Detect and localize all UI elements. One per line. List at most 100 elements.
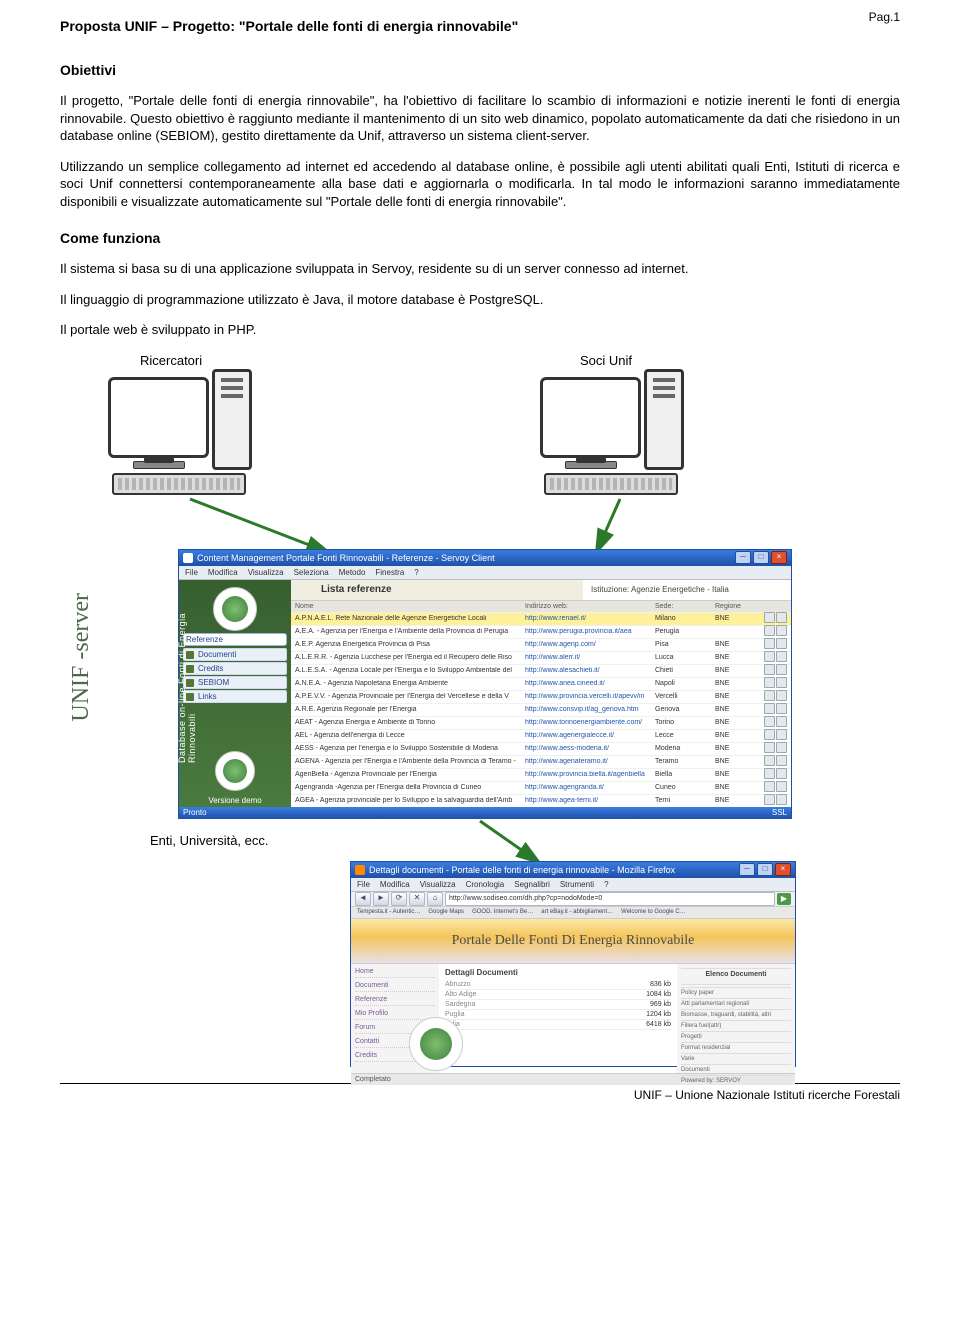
portal-content: Dettagli Documenti Abruzzo836 kbAlto Adi…	[439, 964, 677, 1073]
sidebar-item[interactable]: Credits	[183, 662, 287, 675]
menu-item[interactable]: Strumenti	[560, 880, 594, 889]
architecture-diagram: Ricercatori Soci Unif UNIF -server	[60, 353, 900, 1063]
browser-close-button[interactable]: ×	[775, 863, 791, 876]
home-button[interactable]: ⌂	[427, 892, 443, 906]
col-regione: Regione	[715, 603, 755, 610]
table-row[interactable]: Agengranda -Agenzia per l'Energia della …	[291, 781, 791, 794]
bookmark-item[interactable]: art eBay.it - abbigliament…	[541, 909, 613, 915]
unif-logo-icon	[213, 587, 257, 631]
browser-maximize-button[interactable]: □	[757, 863, 773, 876]
unif-logo-icon-3	[409, 1017, 463, 1071]
details-heading: Dettagli Documenti	[445, 968, 671, 977]
table-row[interactable]: AEL - Agenzia dell'energia di Leccehttp:…	[291, 729, 791, 742]
firefox-window: Dettagli documenti - Portale delle fonti…	[350, 861, 796, 1067]
document-row[interactable]: Abruzzo836 kb	[445, 980, 671, 990]
col-nome: Nome	[291, 603, 525, 610]
menu-item[interactable]: Visualizza	[248, 568, 284, 577]
paragraph-2: Utilizzando un semplice collegamento ad …	[60, 158, 900, 211]
right-heading: Elenco Documenti	[681, 968, 791, 980]
col-sede: Sede:	[655, 603, 715, 610]
bookmark-item[interactable]: Welcome to Google C…	[621, 909, 686, 915]
unif-logo-icon-2	[215, 751, 255, 791]
sidebar-item[interactable]: SEBIOM	[183, 676, 287, 689]
reload-button[interactable]: ⟳	[391, 892, 407, 906]
window-title: Content Management Portale Fonti Rinnova…	[197, 553, 735, 563]
table-row[interactable]: A.P.N.A.E.L. Rete Nazionale delle Agenzi…	[291, 612, 791, 625]
table-row[interactable]: A.N.E.A. - Agenzia Napoletana Energia Am…	[291, 677, 791, 690]
window-titlebar[interactable]: Content Management Portale Fonti Rinnova…	[179, 550, 791, 566]
menu-item[interactable]: Seleziona	[294, 568, 329, 577]
bookmark-item[interactable]: GOOD. Internet's Be…	[472, 909, 533, 915]
status-right: SSL	[772, 808, 787, 817]
browser-minimize-button[interactable]: ─	[739, 863, 755, 876]
menu-item[interactable]: ?	[414, 568, 418, 577]
table-row[interactable]: AGENA - Agenzia per l'Energia e l'Ambien…	[291, 755, 791, 768]
paragraph-5: Il portale web è sviluppato in PHP.	[60, 321, 900, 339]
go-button[interactable]: ▶	[777, 893, 791, 905]
table-row[interactable]: A.R.E. Agenzia Regionale per l'Energiaht…	[291, 703, 791, 716]
maximize-button[interactable]: □	[753, 551, 769, 564]
page-number: Pag.1	[869, 10, 900, 24]
nav-item[interactable]: Mio Profilo	[355, 1010, 435, 1020]
list-item[interactable]: Format residenzial	[681, 1042, 791, 1053]
portal-right-panel: Elenco Documenti Policy paperAtti parlam…	[677, 964, 795, 1073]
table-row[interactable]: AGEA - Agenzia provinciale per lo Svilup…	[291, 794, 791, 807]
bookmark-item[interactable]: Tempesta.it - Autentic…	[357, 909, 420, 915]
table-row[interactable]: A.E.P. Agenzia Energetica Provincia di P…	[291, 638, 791, 651]
sidebar-item[interactable]: Documenti	[183, 648, 287, 661]
bookmark-item[interactable]: Google Maps	[428, 909, 464, 915]
close-button[interactable]: ×	[771, 551, 787, 564]
list-item[interactable]: Progetti	[681, 1031, 791, 1042]
menu-item[interactable]: ?	[604, 880, 608, 889]
paragraph-4: Il linguaggio di programmazione utilizza…	[60, 291, 900, 309]
status-left: Pronto	[183, 808, 207, 817]
menu-item[interactable]: Finestra	[375, 568, 404, 577]
table-row[interactable]: AEAT - Agenzia Energia e Ambiente di Tor…	[291, 716, 791, 729]
table-row[interactable]: A.E.A. - Agenzia per l'Energia e l'Ambie…	[291, 625, 791, 638]
stop-button[interactable]: ✕	[409, 892, 425, 906]
sidebar-panel-referenze[interactable]: Referenze	[183, 633, 287, 646]
forward-button[interactable]: ►	[373, 892, 389, 906]
sidebar-item[interactable]: Links	[183, 690, 287, 703]
list-item[interactable]: Policy paper	[681, 987, 791, 998]
nav-item[interactable]: Home	[355, 968, 435, 978]
list-item[interactable]: Varie	[681, 1053, 791, 1064]
address-bar[interactable]: http://www.sodiseo.com/dh.php?cp=nodoMod…	[445, 892, 775, 906]
nav-item[interactable]: Referenze	[355, 996, 435, 1006]
table-row[interactable]: A.P.E.V.V. - Agenzia Provinciale per l'E…	[291, 690, 791, 703]
portal-header: Portale Delle Fonti Di Energia Rinnovabi…	[351, 919, 795, 964]
document-row[interactable]: Alto Adige1084 kb	[445, 990, 671, 1000]
browser-titlebar[interactable]: Dettagli documenti - Portale delle fonti…	[351, 862, 795, 878]
list-item[interactable]: Biomasse, traguardi, stabilità, altri	[681, 1009, 791, 1020]
minimize-button[interactable]: ─	[735, 551, 751, 564]
app-main: Lista referenze Istituzione: Agenzie Ene…	[291, 580, 791, 807]
menu-item[interactable]: Cronologia	[466, 880, 505, 889]
sidebar-demo-label: Versione demo	[179, 796, 291, 805]
menu-item[interactable]: Visualizza	[420, 880, 456, 889]
menu-item[interactable]: Segnalibri	[514, 880, 550, 889]
list-item[interactable]: Atti parlamentari regionali	[681, 998, 791, 1009]
document-row[interactable]: Italia6418 kb	[445, 1020, 671, 1030]
menu-item[interactable]: Modifica	[208, 568, 238, 577]
list-item[interactable]: Documenti	[681, 1064, 791, 1075]
document-row[interactable]: Sardegna969 kb	[445, 1000, 671, 1010]
menu-item[interactable]: File	[357, 880, 370, 889]
back-button[interactable]: ◄	[355, 892, 371, 906]
table-row[interactable]: A.L.E.S.A. - Agenzia Locale per l'Energi…	[291, 664, 791, 677]
header-right: Istituzione: Agenzie Energetiche - Itali…	[583, 585, 791, 594]
menu-item[interactable]: Metodo	[339, 568, 366, 577]
label-enti: Enti, Università, ecc.	[150, 833, 269, 848]
servoy-client-window: Content Management Portale Fonti Rinnova…	[178, 549, 792, 819]
nav-item[interactable]: Documenti	[355, 982, 435, 992]
paragraph-3: Il sistema si basa su di una applicazion…	[60, 260, 900, 278]
table-row[interactable]: A.L.E.R.R. - Agenzia Lucchese per l'Ener…	[291, 651, 791, 664]
sidebar-vertical-label: Database on-line Fonti di Energia Rinnov…	[177, 580, 197, 763]
table-row[interactable]: AgenBiella - Agenzia Provinciale per l'E…	[291, 768, 791, 781]
menu-item[interactable]: File	[185, 568, 198, 577]
document-row[interactable]: Puglia1204 kb	[445, 1010, 671, 1020]
menu-item[interactable]: Modifica	[380, 880, 410, 889]
menu-bar: File Modifica Visualizza Seleziona Metodo Fin…	[179, 566, 791, 580]
list-item[interactable]: Filiera fuel(attr)	[681, 1020, 791, 1031]
table-row[interactable]: AESS - Agenzia per l'energia e lo Svilup…	[291, 742, 791, 755]
list-item[interactable]: Powered by: SERVOY	[681, 1075, 791, 1086]
